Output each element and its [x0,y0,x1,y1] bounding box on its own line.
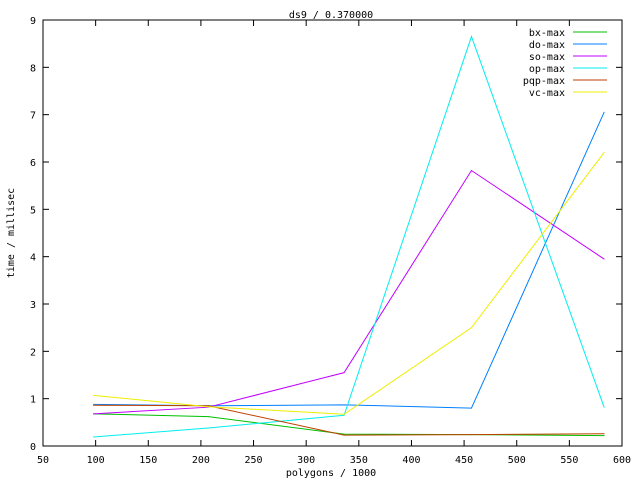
y-tick-label: 0 [30,442,36,453]
data-point-bx-max [343,433,345,435]
x-tick-label: 350 [350,455,368,466]
x-axis-label: polygons / 1000 [286,468,376,479]
x-tick-label: 600 [613,455,631,466]
series-line-so-max [93,169,605,415]
data-point-pqp-max [470,434,472,436]
y-tick-label: 7 [30,111,36,122]
data-point-op-max [207,427,209,429]
data-point-vc-max [470,327,472,329]
plot-border [42,19,623,447]
y-tick-label: 8 [30,63,36,74]
y-axis-label: time / millisec [6,188,17,278]
data-point-do-max [603,111,605,113]
x-tick-label: 450 [455,455,473,466]
series-line-do-max [93,112,605,409]
y-tick-label: 2 [30,347,36,358]
data-point-so-max [343,372,345,374]
data-point-vc-max [207,406,209,408]
data-point-vc-max [343,413,345,415]
x-tick-label: 300 [297,455,315,466]
x-tick-label: 550 [560,455,578,466]
x-tick-label: 150 [139,455,157,466]
data-point-do-max [343,404,345,406]
data-point-pqp-max [603,433,605,435]
data-point-bx-max [603,435,605,437]
data-point-pqp-max [343,434,345,436]
data-point-vc-max [93,394,95,396]
y-tick-label: 3 [30,300,36,311]
x-tick-label: 500 [508,455,526,466]
series-line-bx-max [93,413,605,437]
legend-label: vc-max [529,88,565,99]
x-tick-label: 250 [245,455,263,466]
y-tick-label: 6 [30,158,36,169]
data-point-pqp-max [207,405,209,407]
legend-label: so-max [529,52,565,63]
data-point-op-max [603,406,605,408]
x-tick-label: 100 [87,455,105,466]
data-point-vc-max [603,152,605,154]
data-point-pqp-max [93,404,95,406]
legend-label: pqp-max [523,76,565,87]
y-tick-label: 9 [30,16,36,27]
chart-title: ds9 / 0.370000 [289,10,373,21]
data-point-op-max [93,436,95,438]
x-tick-label: 400 [402,455,420,466]
data-point-op-max [343,414,345,416]
y-tick-label: 5 [30,205,36,216]
x-tick-label: 200 [192,455,210,466]
x-tick-label: 50 [37,455,49,466]
data-point-op-max [470,36,472,38]
legend-label: bx-max [529,28,565,39]
legend-label: op-max [529,64,565,75]
data-point-do-max [93,403,95,405]
series-line-op-max [93,35,605,438]
data-point-so-max [603,258,605,260]
y-tick-label: 4 [30,253,36,264]
y-tick-label: 1 [30,395,36,406]
data-point-so-max [93,413,95,415]
data-point-so-max [470,170,472,172]
data-point-do-max [470,407,472,409]
legend-label: do-max [529,40,565,51]
data-point-bx-max [207,416,209,418]
